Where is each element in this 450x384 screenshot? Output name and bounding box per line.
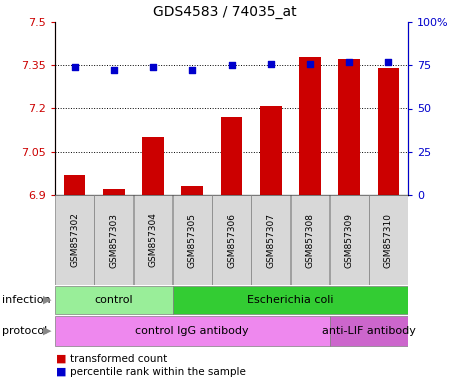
Point (149, 64, 157, 70)
Text: ▶: ▶ (43, 295, 51, 305)
FancyBboxPatch shape (330, 195, 369, 285)
Text: GSM857307: GSM857307 (266, 212, 275, 268)
FancyBboxPatch shape (173, 195, 212, 285)
FancyBboxPatch shape (55, 286, 173, 314)
Point (346, 59, 353, 65)
FancyBboxPatch shape (291, 195, 329, 285)
Point (385, 59, 392, 65)
Bar (338, 60, 360, 195)
FancyBboxPatch shape (369, 195, 408, 285)
FancyBboxPatch shape (212, 195, 251, 285)
Text: control IgG antibody: control IgG antibody (135, 326, 249, 336)
Text: GSM857303: GSM857303 (109, 212, 118, 268)
Point (189, 67, 196, 73)
Text: protocol: protocol (2, 326, 48, 336)
Text: control: control (94, 295, 133, 305)
Point (267, 60, 274, 66)
Text: GSM857310: GSM857310 (384, 212, 393, 268)
Text: GSM857305: GSM857305 (188, 212, 197, 268)
Bar (260, 106, 282, 195)
Text: GSM857309: GSM857309 (345, 212, 354, 268)
Text: ■: ■ (56, 367, 67, 377)
Text: transformed count: transformed count (70, 354, 167, 364)
FancyBboxPatch shape (55, 195, 94, 285)
Text: GSM857302: GSM857302 (70, 213, 79, 267)
Text: anti-LIF antibody: anti-LIF antibody (322, 326, 416, 336)
Bar (220, 117, 242, 195)
Bar (181, 186, 203, 195)
Bar (103, 189, 125, 195)
Text: percentile rank within the sample: percentile rank within the sample (70, 367, 246, 377)
Point (71, 64, 78, 70)
Bar (299, 56, 321, 195)
FancyBboxPatch shape (329, 316, 408, 346)
Text: infection: infection (2, 295, 51, 305)
Point (306, 60, 314, 66)
FancyBboxPatch shape (55, 316, 329, 346)
FancyBboxPatch shape (251, 195, 290, 285)
Point (110, 67, 117, 73)
Text: GDS4583 / 74035_at: GDS4583 / 74035_at (153, 5, 297, 19)
Bar (378, 68, 399, 195)
Bar (142, 137, 164, 195)
FancyBboxPatch shape (173, 286, 408, 314)
Text: GSM857308: GSM857308 (306, 212, 315, 268)
Text: GSM857306: GSM857306 (227, 212, 236, 268)
Bar (64, 175, 86, 195)
Text: GSM857304: GSM857304 (148, 213, 157, 267)
Text: ■: ■ (56, 354, 67, 364)
Point (228, 62, 235, 68)
Text: ▶: ▶ (43, 326, 51, 336)
FancyBboxPatch shape (94, 195, 133, 285)
FancyBboxPatch shape (134, 195, 172, 285)
Text: Escherichia coli: Escherichia coli (247, 295, 333, 305)
